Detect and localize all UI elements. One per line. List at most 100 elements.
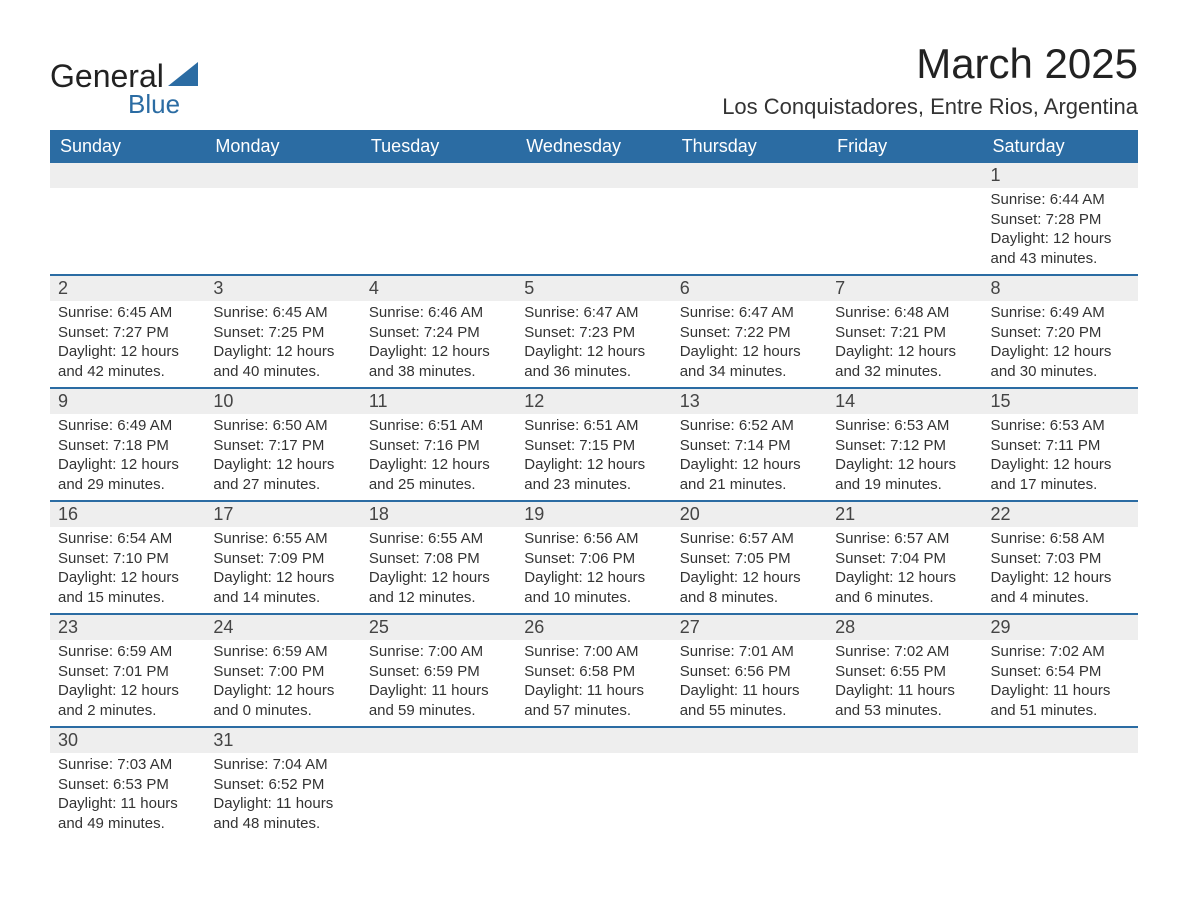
logo: General Blue — [50, 58, 198, 120]
day-detail-cell: Sunrise: 6:55 AMSunset: 7:09 PMDaylight:… — [205, 527, 360, 614]
logo-triangle-icon — [168, 62, 198, 91]
sunset-text: Sunset: 7:05 PM — [680, 549, 819, 569]
daylight-text-2: and 43 minutes. — [991, 249, 1130, 269]
day-detail-cell: Sunrise: 7:02 AMSunset: 6:54 PMDaylight:… — [983, 640, 1138, 727]
day-detail-cell — [361, 753, 516, 839]
daylight-text-1: Daylight: 11 hours — [369, 681, 508, 701]
day-number-cell — [361, 727, 516, 753]
sunrise-text: Sunrise: 6:57 AM — [835, 529, 974, 549]
daylight-text-1: Daylight: 11 hours — [213, 794, 352, 814]
daylight-text-2: and 23 minutes. — [524, 475, 663, 495]
day-detail-cell: Sunrise: 6:53 AMSunset: 7:11 PMDaylight:… — [983, 414, 1138, 501]
daylight-text-2: and 32 minutes. — [835, 362, 974, 382]
day-number-cell — [361, 163, 516, 188]
daylight-text-1: Daylight: 12 hours — [58, 568, 197, 588]
day-number-cell: 7 — [827, 275, 982, 301]
sunrise-text: Sunrise: 7:00 AM — [524, 642, 663, 662]
daylight-text-2: and 51 minutes. — [991, 701, 1130, 721]
day-detail-cell: Sunrise: 6:48 AMSunset: 7:21 PMDaylight:… — [827, 301, 982, 388]
day-detail-cell — [205, 188, 360, 275]
day-detail-row: Sunrise: 6:44 AMSunset: 7:28 PMDaylight:… — [50, 188, 1138, 275]
day-detail-cell: Sunrise: 6:49 AMSunset: 7:18 PMDaylight:… — [50, 414, 205, 501]
weekday-header-row: Sunday Monday Tuesday Wednesday Thursday… — [50, 130, 1138, 163]
sunrise-text: Sunrise: 6:49 AM — [58, 416, 197, 436]
sunset-text: Sunset: 6:59 PM — [369, 662, 508, 682]
day-detail-cell: Sunrise: 6:50 AMSunset: 7:17 PMDaylight:… — [205, 414, 360, 501]
day-detail-cell: Sunrise: 6:47 AMSunset: 7:22 PMDaylight:… — [672, 301, 827, 388]
sunset-text: Sunset: 7:16 PM — [369, 436, 508, 456]
sunset-text: Sunset: 7:18 PM — [58, 436, 197, 456]
daylight-text-2: and 57 minutes. — [524, 701, 663, 721]
day-number-cell: 14 — [827, 388, 982, 414]
day-number-cell: 29 — [983, 614, 1138, 640]
sunrise-text: Sunrise: 7:02 AM — [991, 642, 1130, 662]
day-number-row: 2345678 — [50, 275, 1138, 301]
daylight-text-2: and 12 minutes. — [369, 588, 508, 608]
sunset-text: Sunset: 7:03 PM — [991, 549, 1130, 569]
sunrise-text: Sunrise: 6:48 AM — [835, 303, 974, 323]
sunset-text: Sunset: 6:58 PM — [524, 662, 663, 682]
day-number-cell: 22 — [983, 501, 1138, 527]
daylight-text-2: and 29 minutes. — [58, 475, 197, 495]
daylight-text-1: Daylight: 11 hours — [835, 681, 974, 701]
daylight-text-2: and 10 minutes. — [524, 588, 663, 608]
sunset-text: Sunset: 6:56 PM — [680, 662, 819, 682]
sunset-text: Sunset: 7:01 PM — [58, 662, 197, 682]
sunset-text: Sunset: 6:54 PM — [991, 662, 1130, 682]
weekday-header: Tuesday — [361, 130, 516, 163]
daylight-text-1: Daylight: 11 hours — [524, 681, 663, 701]
day-number-cell: 16 — [50, 501, 205, 527]
day-number-cell — [672, 727, 827, 753]
day-detail-row: Sunrise: 6:59 AMSunset: 7:01 PMDaylight:… — [50, 640, 1138, 727]
daylight-text-1: Daylight: 12 hours — [991, 455, 1130, 475]
daylight-text-1: Daylight: 12 hours — [835, 342, 974, 362]
day-detail-cell: Sunrise: 6:57 AMSunset: 7:05 PMDaylight:… — [672, 527, 827, 614]
day-number-cell: 3 — [205, 275, 360, 301]
sunset-text: Sunset: 7:08 PM — [369, 549, 508, 569]
daylight-text-1: Daylight: 12 hours — [213, 342, 352, 362]
sunrise-text: Sunrise: 6:45 AM — [213, 303, 352, 323]
day-number-cell — [516, 727, 671, 753]
sunrise-text: Sunrise: 6:52 AM — [680, 416, 819, 436]
sunrise-text: Sunrise: 6:45 AM — [58, 303, 197, 323]
sunset-text: Sunset: 7:22 PM — [680, 323, 819, 343]
daylight-text-1: Daylight: 11 hours — [58, 794, 197, 814]
sunrise-text: Sunrise: 7:00 AM — [369, 642, 508, 662]
daylight-text-1: Daylight: 12 hours — [680, 455, 819, 475]
daylight-text-2: and 48 minutes. — [213, 814, 352, 834]
day-detail-cell — [672, 753, 827, 839]
daylight-text-1: Daylight: 12 hours — [213, 568, 352, 588]
weekday-header: Wednesday — [516, 130, 671, 163]
sunrise-text: Sunrise: 6:56 AM — [524, 529, 663, 549]
daylight-text-1: Daylight: 12 hours — [369, 342, 508, 362]
day-number-cell: 31 — [205, 727, 360, 753]
sunset-text: Sunset: 7:06 PM — [524, 549, 663, 569]
weekday-header: Monday — [205, 130, 360, 163]
day-detail-cell: Sunrise: 6:54 AMSunset: 7:10 PMDaylight:… — [50, 527, 205, 614]
weekday-header: Thursday — [672, 130, 827, 163]
day-number-cell — [983, 727, 1138, 753]
daylight-text-2: and 36 minutes. — [524, 362, 663, 382]
day-number-row: 9101112131415 — [50, 388, 1138, 414]
sunrise-text: Sunrise: 7:01 AM — [680, 642, 819, 662]
day-number-cell: 15 — [983, 388, 1138, 414]
sunset-text: Sunset: 7:20 PM — [991, 323, 1130, 343]
day-detail-cell: Sunrise: 6:49 AMSunset: 7:20 PMDaylight:… — [983, 301, 1138, 388]
day-detail-cell: Sunrise: 7:01 AMSunset: 6:56 PMDaylight:… — [672, 640, 827, 727]
daylight-text-1: Daylight: 11 hours — [991, 681, 1130, 701]
day-number-cell: 28 — [827, 614, 982, 640]
day-detail-cell — [827, 753, 982, 839]
sunrise-text: Sunrise: 7:02 AM — [835, 642, 974, 662]
day-detail-cell — [672, 188, 827, 275]
logo-text-blue: Blue — [128, 89, 180, 120]
daylight-text-2: and 38 minutes. — [369, 362, 508, 382]
daylight-text-1: Daylight: 12 hours — [991, 342, 1130, 362]
day-number-row: 3031 — [50, 727, 1138, 753]
day-number-cell — [50, 163, 205, 188]
daylight-text-1: Daylight: 12 hours — [58, 455, 197, 475]
day-detail-cell: Sunrise: 6:52 AMSunset: 7:14 PMDaylight:… — [672, 414, 827, 501]
daylight-text-1: Daylight: 12 hours — [991, 229, 1130, 249]
day-number-cell: 18 — [361, 501, 516, 527]
daylight-text-1: Daylight: 12 hours — [213, 455, 352, 475]
daylight-text-2: and 6 minutes. — [835, 588, 974, 608]
